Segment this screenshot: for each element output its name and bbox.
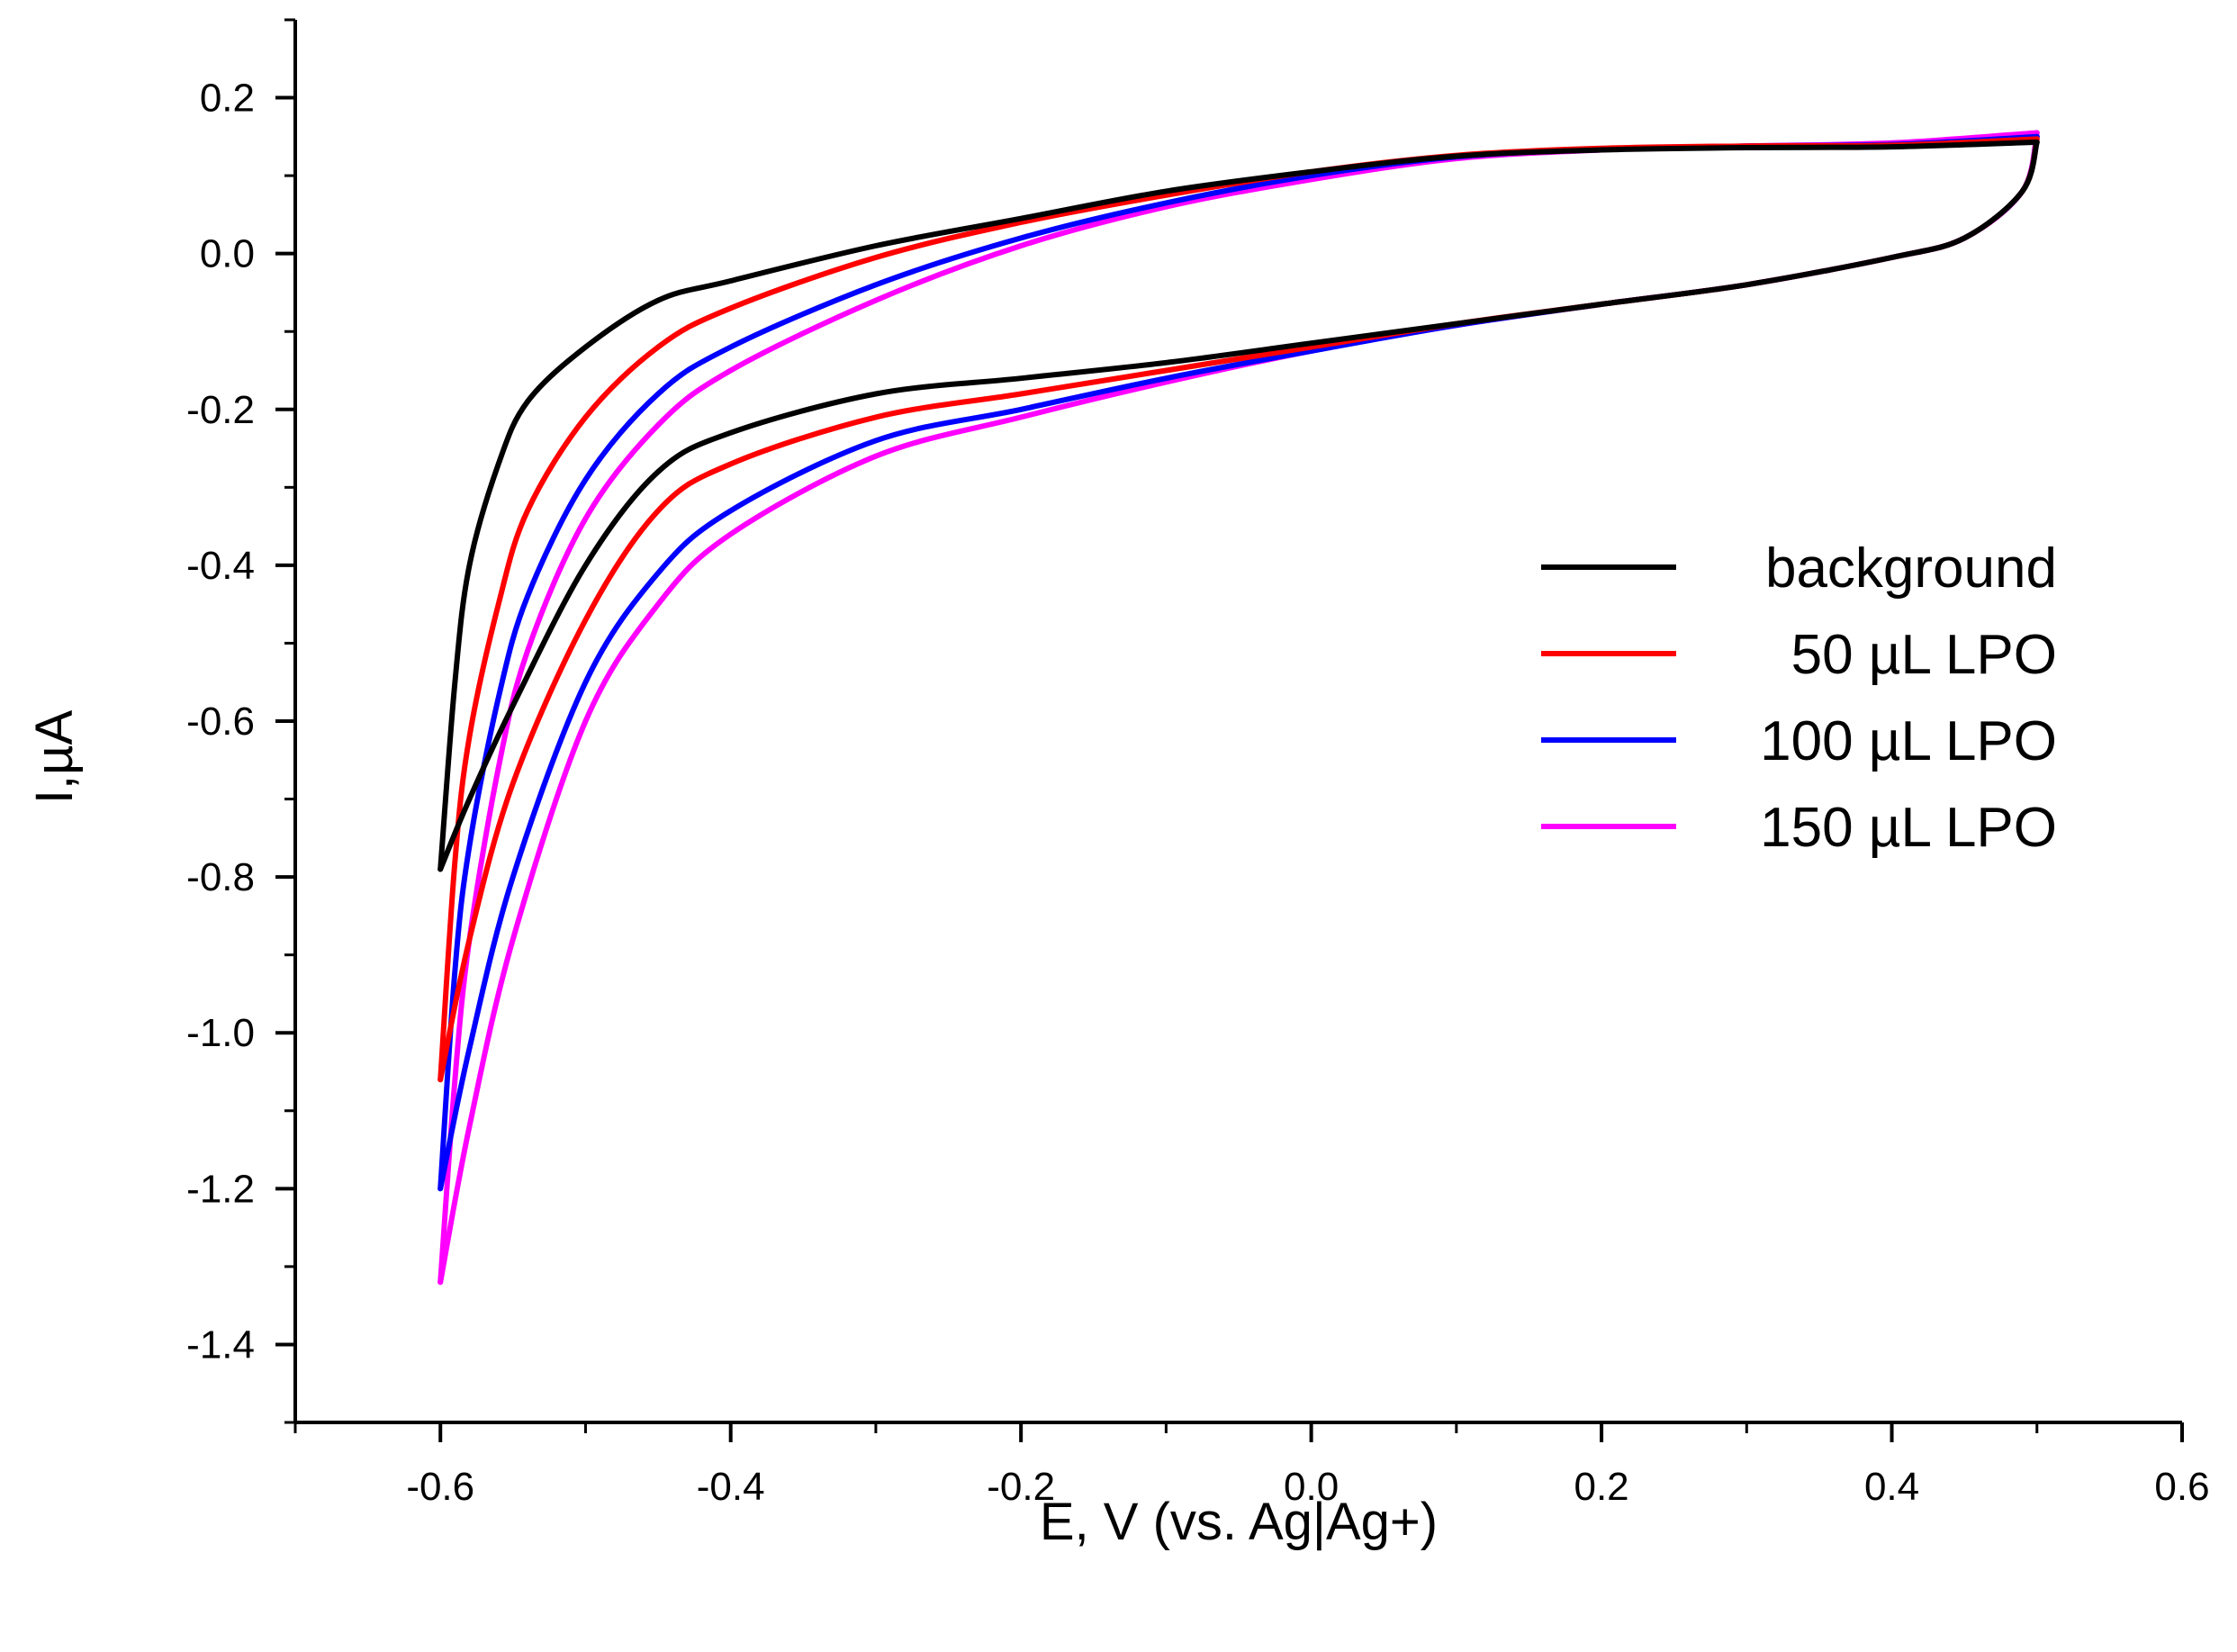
axes: -0.6 -0.4 -0.2 0.0 0.2 0.4 0.6 0.2 0.0 -0.2 -0.4 -0… (186, 18, 2210, 1509)
series-line-50-l-lpo-upper (437, 136, 2040, 1083)
x-axis-title: E, V (vs. Ag|Ag+) (1040, 1493, 1438, 1551)
series-layer (437, 130, 2040, 1286)
y-tick-label: -1.4 (186, 1323, 255, 1367)
series-background (437, 139, 2040, 872)
x-tick-label: 0.2 (1574, 1465, 1628, 1509)
series-line-background-upper (437, 139, 2040, 872)
y-tick-label: -0.4 (186, 544, 255, 588)
y-tick-label: -1.2 (186, 1167, 255, 1211)
legend-label: 100 µL LPO (1760, 710, 2057, 772)
y-tick-label: -0.2 (186, 388, 255, 432)
y-tick-label: 0.0 (200, 232, 255, 276)
legend-label: 50 µL LPO (1791, 624, 2057, 686)
y-axis-title: I,µA (25, 710, 84, 805)
y-tick-label: 0.2 (200, 77, 255, 121)
y-tick-label: -1.0 (186, 1011, 255, 1055)
x-tick-label: -0.4 (697, 1465, 765, 1509)
x-tick-label: 0.4 (1864, 1465, 1919, 1509)
y-tick-label: -0.6 (186, 700, 255, 744)
series-line-50-l-lpo-lower (437, 136, 2040, 1083)
series-50-l-lpo (437, 136, 2040, 1083)
x-tick-label: 0.0 (1284, 1465, 1339, 1509)
y-tick-label: -0.8 (186, 855, 255, 899)
legend: background 50 µL LPO 100 µL LPO 150 µL LPO (1541, 537, 2057, 859)
x-tick-label: -0.6 (406, 1465, 474, 1509)
series-line-150-l-lpo-upper (437, 130, 2040, 1286)
legend-label: 150 µL LPO (1760, 797, 2057, 859)
legend-label: background (1765, 537, 2057, 600)
series-line-150-l-lpo-lower (437, 130, 2040, 1286)
x-tick-label: 0.6 (2154, 1465, 2209, 1509)
series-150-l-lpo (437, 130, 2040, 1286)
series-line-background-lower (437, 139, 2040, 872)
x-tick-label: -0.2 (987, 1465, 1055, 1509)
